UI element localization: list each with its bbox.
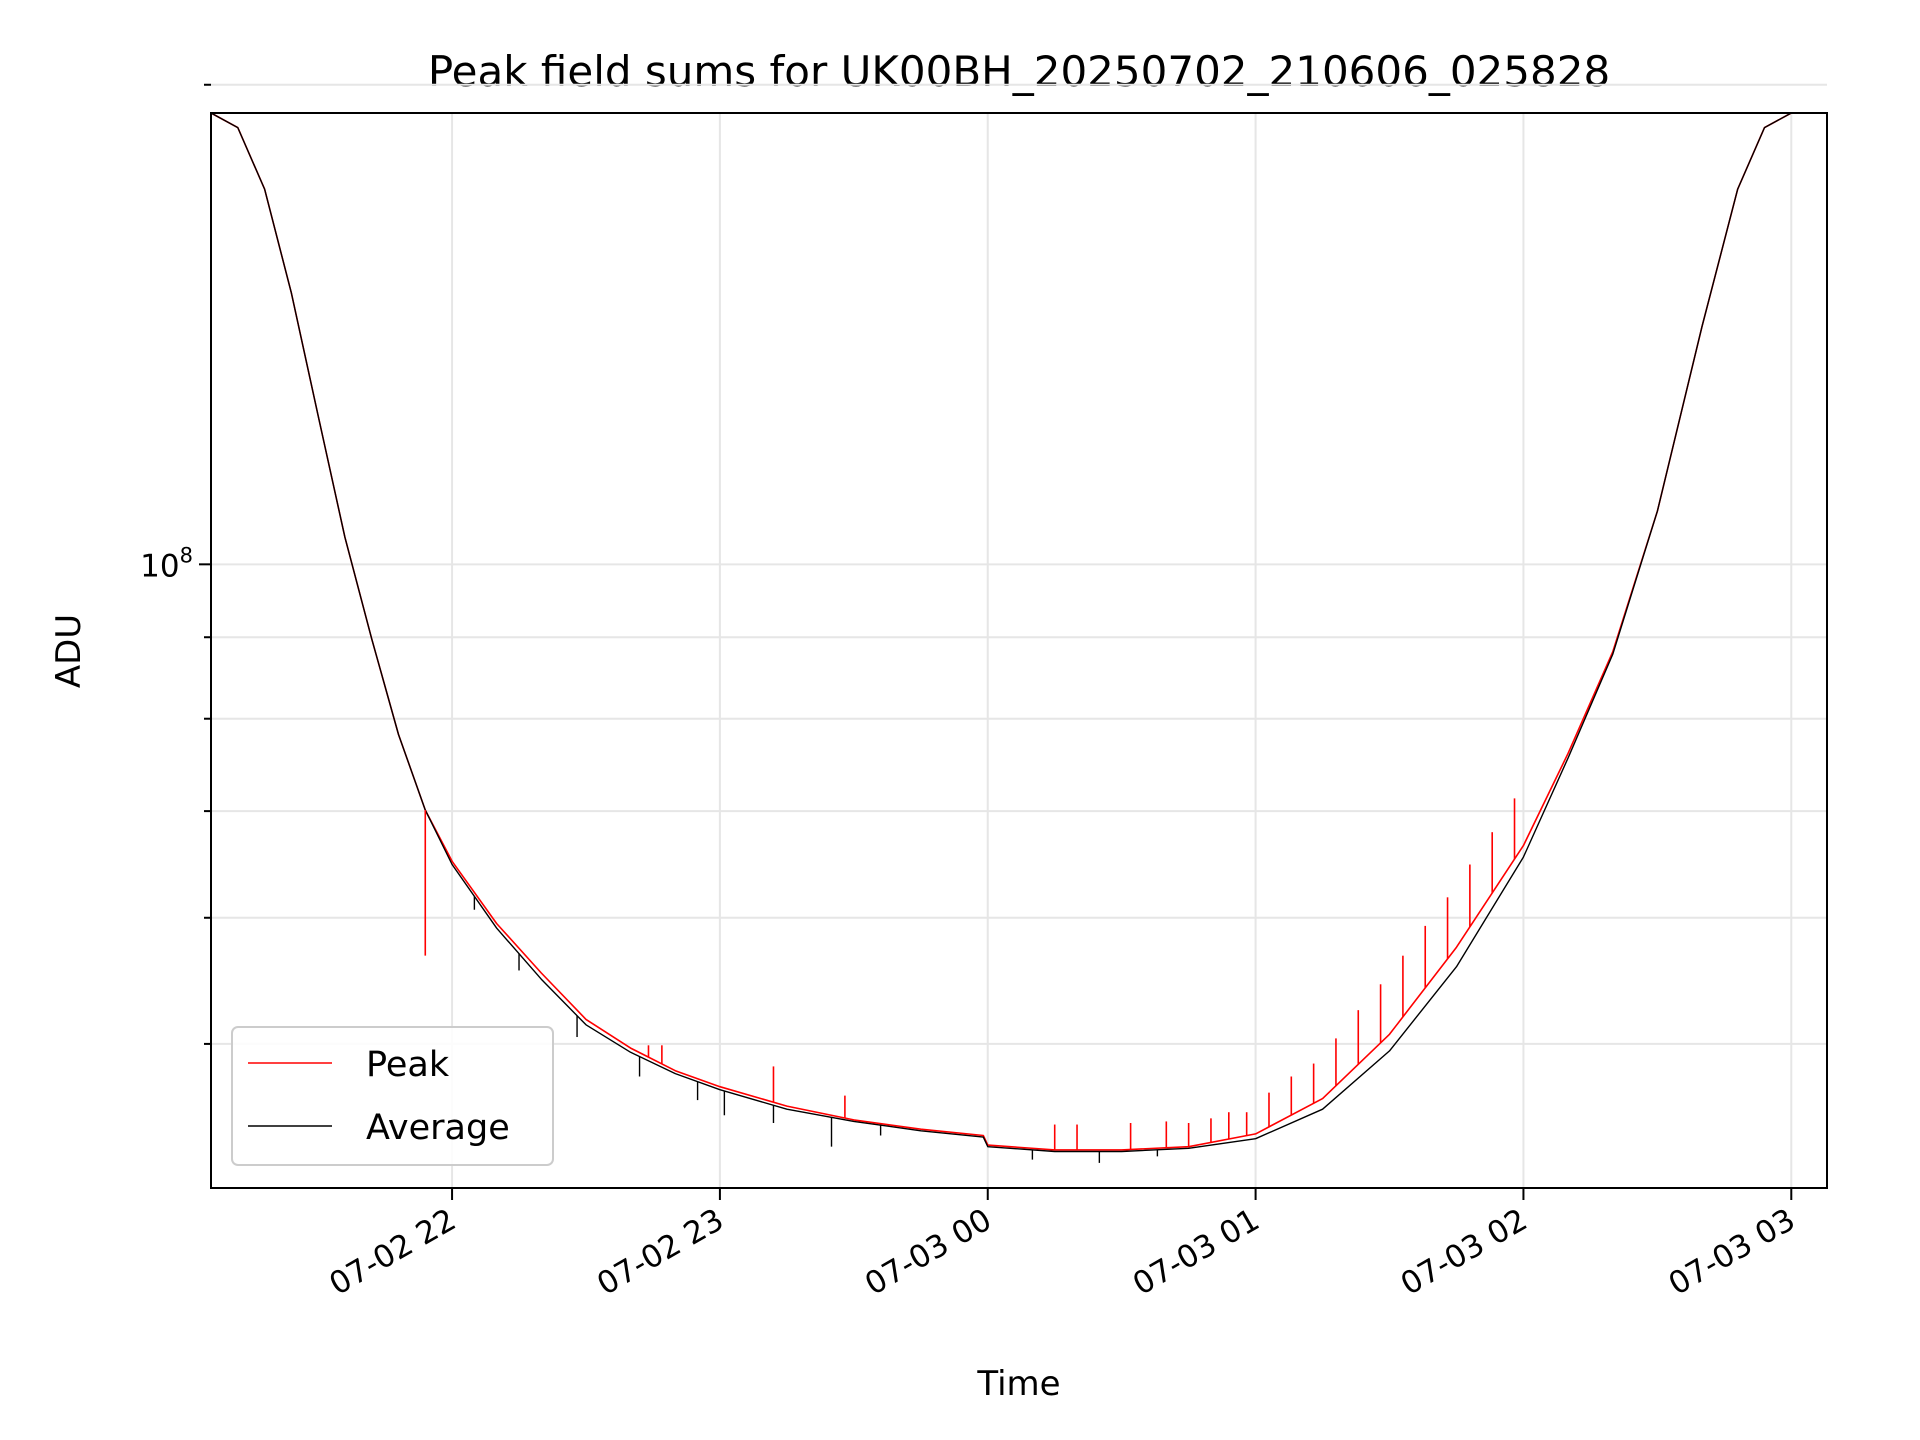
y-axis-label: ADU: [49, 614, 89, 688]
legend-peak-label: Peak: [366, 1045, 450, 1085]
legend-box: [231, 1026, 554, 1166]
legend-average-label: Average: [366, 1108, 510, 1148]
y-tick-label: 108: [140, 543, 193, 584]
grid: [211, 83, 1827, 1188]
plot-frame: [210, 112, 1828, 1189]
chart-title: Peak field sums for UK00BH_20250702_2106…: [428, 47, 1610, 96]
average-series-line: [210, 112, 1827, 1153]
x-axis-label: Time: [976, 1364, 1060, 1404]
legend: Peak Average: [231, 1026, 554, 1166]
plot-series: [210, 112, 1827, 1163]
